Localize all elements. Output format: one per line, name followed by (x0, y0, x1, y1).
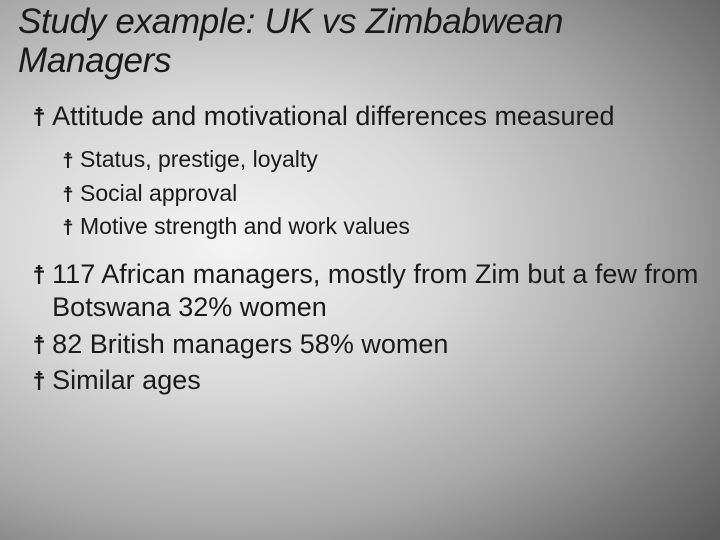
bullet-marker-icon: ☨ (62, 214, 74, 242)
bullet-level1: ☨ 117 African managers, mostly from Zim … (32, 258, 702, 324)
bullet-level1: ☨ Similar ages (32, 364, 702, 397)
bullet-text: Social approval (80, 179, 702, 208)
bullet-marker-icon: ☨ (62, 181, 74, 209)
bullet-level1: ☨ 82 British managers 58% women (32, 328, 702, 361)
bullet-level1: ☨ Attitude and motivational differences … (32, 100, 702, 133)
bullet-level2: ☨ Status, prestige, loyalty (62, 145, 702, 174)
bullet-level2: ☨ Social approval (62, 179, 702, 208)
bullet-text: 82 British managers 58% women (52, 328, 702, 361)
bullet-text: Attitude and motivational differences me… (52, 100, 702, 133)
bullet-text: Status, prestige, loyalty (80, 145, 702, 174)
bullet-marker-icon: ☨ (32, 102, 46, 134)
bullet-marker-icon: ☨ (32, 366, 46, 398)
slide-title: Study example: UK vs Zimbabwean Managers (18, 0, 702, 80)
bullet-level2: ☨ Motive strength and work values (62, 212, 702, 241)
bullet-text: 117 African managers, mostly from Zim bu… (52, 258, 702, 324)
bullet-text: Motive strength and work values (80, 212, 702, 241)
bullet-marker-icon: ☨ (32, 260, 46, 292)
bullet-marker-icon: ☨ (32, 330, 46, 362)
bullet-marker-icon: ☨ (62, 147, 74, 175)
slide: Study example: UK vs Zimbabwean Managers… (0, 0, 720, 540)
bullet-text: Similar ages (52, 364, 702, 397)
